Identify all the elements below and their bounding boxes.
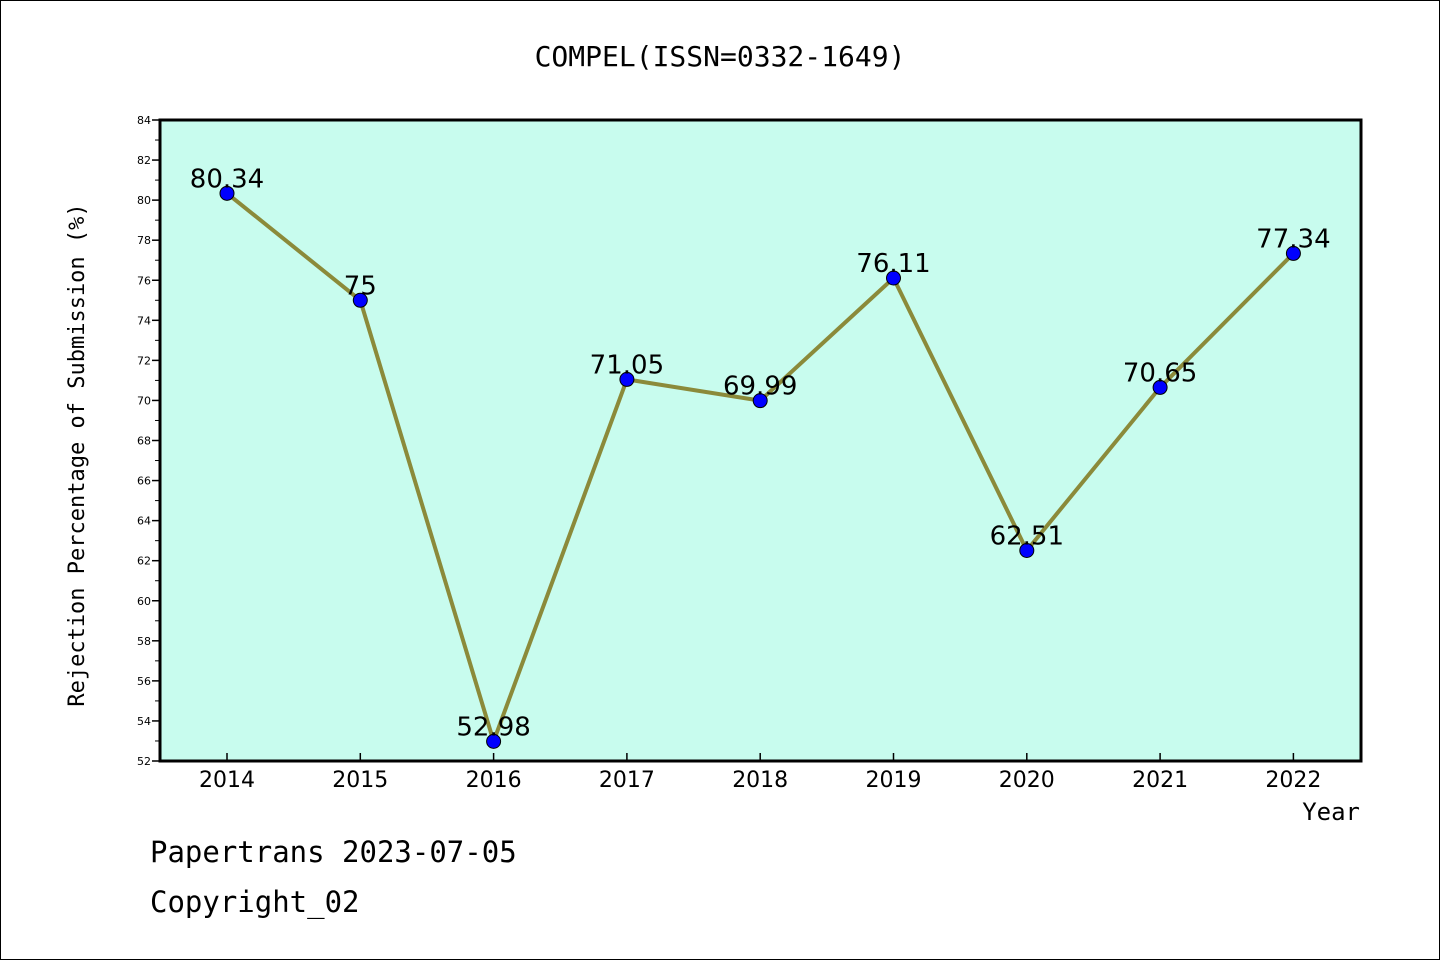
y-tick-label: 74	[137, 314, 151, 327]
data-points	[219, 185, 1301, 749]
y-tick-label: 54	[137, 715, 151, 728]
y-tick-label: 68	[137, 435, 151, 448]
x-tick-label: 2015	[332, 768, 388, 793]
x-tick-label: 2018	[732, 768, 788, 793]
x-tick-label: 2014	[199, 768, 255, 793]
data-label: 69.99	[723, 372, 797, 402]
y-axis: 52 54 56 58 60 62 64 66 68 70 72 74 76 78 80 82 84	[137, 114, 160, 768]
y-tick-label: 78	[137, 234, 151, 247]
chart-title: COMPEL(ISSN=0332-1649)	[535, 40, 906, 73]
y-tick-label: 84	[137, 114, 151, 127]
data-label: 76.11	[856, 249, 930, 279]
data-point	[1019, 542, 1035, 558]
y-tick-label: 58	[137, 635, 151, 648]
data-label: 52.98	[456, 712, 530, 742]
data-label: 70.65	[1123, 358, 1197, 388]
x-tick-label: 2017	[599, 768, 655, 793]
y-tick-label: 64	[137, 515, 151, 528]
data-label: 71.05	[590, 350, 664, 380]
data-label: 75	[344, 271, 377, 301]
x-tick-label: 2016	[466, 768, 522, 793]
plot-area	[158, 118, 1363, 763]
data-label: 80.34	[190, 164, 264, 194]
y-tick-label: 66	[137, 475, 151, 488]
x-tick-label: 2022	[1265, 768, 1321, 793]
y-tick-label: 80	[137, 194, 151, 207]
x-tick-label: 2021	[1132, 768, 1188, 793]
y-axis-label: Rejection Percentage of Submission (%)	[65, 203, 90, 706]
data-point	[352, 292, 368, 308]
data-point	[1152, 379, 1168, 395]
footer-line-2: Copyright_02	[150, 885, 360, 919]
x-axis-label: Year	[1302, 798, 1360, 826]
footer-line-1: Papertrans 2023-07-05	[150, 835, 517, 869]
data-label: 62.51	[990, 521, 1064, 551]
y-tick-label: 70	[137, 394, 151, 407]
data-point	[752, 393, 768, 409]
y-tick-label: 76	[137, 274, 151, 287]
x-tick-label: 2019	[866, 768, 922, 793]
data-point	[1285, 245, 1301, 261]
y-tick-label: 52	[137, 755, 151, 768]
y-tick-label: 60	[137, 595, 151, 608]
y-tick-label: 56	[137, 675, 151, 688]
data-point	[219, 185, 235, 201]
x-axis: 2014 2015 2016 2017 2018 2019 2020 2021 2022	[199, 753, 1321, 793]
x-tick-label: 2020	[999, 768, 1055, 793]
y-tick-label: 62	[137, 555, 151, 568]
data-point	[619, 371, 635, 387]
y-tick-label: 82	[137, 154, 151, 167]
y-tick-label: 72	[137, 354, 151, 367]
data-label: 77.34	[1256, 224, 1330, 254]
data-point	[886, 270, 901, 286]
data-point	[486, 733, 502, 749]
data-labels: 80.34 75 52.98 71.05 69.99 76.11 62.51 70.65 77.…	[190, 164, 1331, 742]
